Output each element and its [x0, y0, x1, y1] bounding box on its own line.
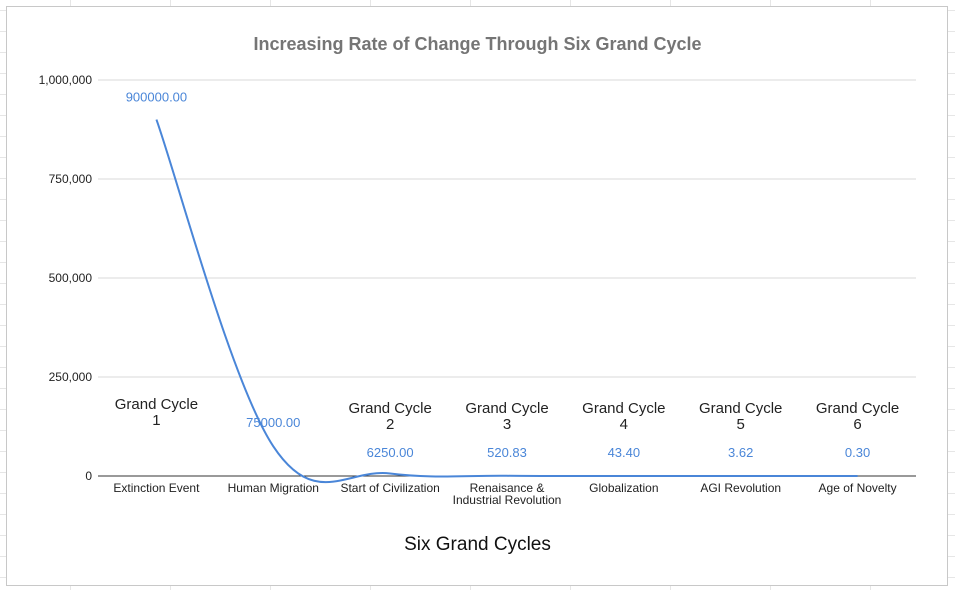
- x-tick-label: Age of Novelty: [819, 481, 897, 495]
- x-tick-label: Extinction Event: [113, 481, 200, 495]
- y-tick-label: 250,000: [49, 370, 93, 384]
- data-label: 3.62: [728, 445, 753, 460]
- grand-cycle-number: 1: [152, 412, 160, 429]
- data-label: 0.30: [845, 445, 870, 460]
- data-label: 75000.00: [246, 415, 300, 430]
- series-line: [155, 119, 858, 484]
- grand-cycle-annotation: Grand Cycle: [582, 400, 665, 417]
- grand-cycle-number: 3: [503, 416, 511, 433]
- x-tick-label: Globalization: [589, 481, 658, 495]
- grand-cycle-annotation: Grand Cycle: [465, 400, 548, 417]
- grand-cycle-number: 2: [386, 416, 394, 433]
- grand-cycle-number: 5: [737, 416, 745, 433]
- grand-cycle-annotation: Grand Cycle: [348, 400, 431, 417]
- grand-cycle-number: 6: [853, 416, 861, 433]
- chart-title: Increasing Rate of Change Through Six Gr…: [253, 34, 702, 54]
- x-tick-label: AGI Revolution: [700, 481, 781, 495]
- data-label: 43.40: [608, 445, 641, 460]
- data-label: 520.83: [487, 445, 527, 460]
- x-tick-label: Renaisance & Industrial Revolution: [453, 481, 562, 507]
- x-tick-label: Human Migration: [228, 481, 319, 495]
- grand-cycle-annotation: Grand Cycle: [816, 400, 899, 417]
- y-tick-label: 750,000: [49, 172, 93, 186]
- y-tick-label: 500,000: [49, 271, 93, 285]
- data-label: 6250.00: [367, 445, 414, 460]
- chart-frame[interactable]: [6, 6, 948, 586]
- grand-cycle-annotation: Grand Cycle: [699, 400, 782, 417]
- grand-cycle-annotation: Grand Cycle: [115, 396, 198, 413]
- x-axis-title: Six Grand Cycles: [404, 534, 551, 555]
- grand-cycle-number: 4: [620, 416, 628, 433]
- y-tick-label: 1,000,000: [39, 73, 93, 87]
- data-label: 900000.00: [126, 90, 187, 105]
- x-tick-label: Start of Civilization: [340, 481, 439, 495]
- y-tick-label: 0: [85, 469, 92, 483]
